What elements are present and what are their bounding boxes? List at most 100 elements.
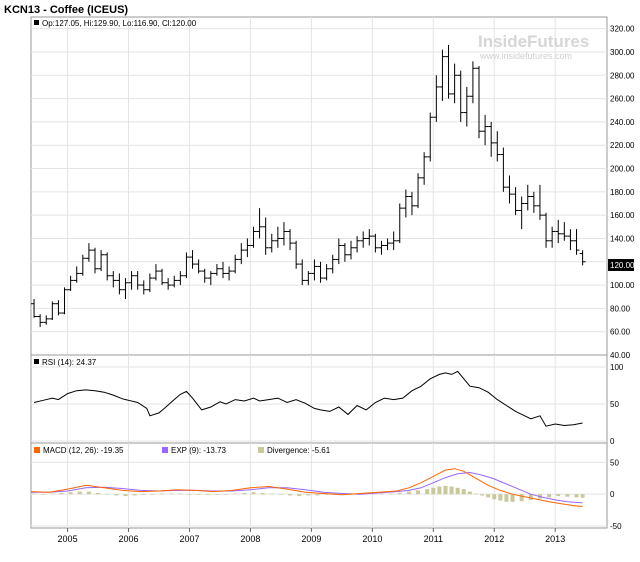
divergence-bar [416, 490, 421, 495]
divergence-bar [96, 492, 101, 495]
divergence-bar [431, 487, 436, 495]
ohlc-bar [384, 238, 391, 251]
ohlc-bar [122, 278, 129, 300]
price-y-tick-label: 320.00 [610, 25, 635, 34]
ohlc-bar [348, 240, 354, 260]
ohlc-bar [280, 222, 287, 246]
price-y-tick-label: 40.00 [610, 351, 631, 360]
ohlc-bar [98, 250, 105, 272]
macd-y-tick-label: -50 [610, 522, 622, 531]
price-y-tick-label: 180.00 [610, 188, 635, 197]
ohlc-bar [92, 247, 98, 274]
ohlc-bar [262, 217, 269, 255]
ohlc-bar [213, 264, 220, 276]
divergence-bar [141, 494, 146, 495]
ohlc-bar [207, 271, 214, 286]
watermark-brand-left: Inside [478, 32, 527, 51]
ohlc-bar [494, 131, 501, 162]
divergence-bar [50, 493, 55, 495]
ohlc-bar [140, 280, 147, 295]
divergence-bar [114, 494, 119, 496]
divergence-bar [205, 494, 210, 495]
divergence-bar [242, 492, 247, 495]
ohlc-bar [244, 238, 251, 258]
ohlc-bar [238, 243, 245, 265]
ohlc-bar [317, 261, 324, 283]
price-legend-swatch [34, 20, 39, 25]
price-y-tick-label: 160.00 [610, 211, 635, 220]
ohlc-bar [104, 252, 111, 281]
ohlc-bar [439, 49, 446, 101]
ohlc-bar [152, 264, 159, 281]
price-panel [30, 16, 608, 356]
divergence-bar [32, 493, 37, 495]
divergence-bar [480, 494, 485, 496]
price-gridlines [31, 17, 607, 356]
divergence-legend-text: Divergence: -5.61 [267, 446, 331, 455]
macd-panel [30, 442, 608, 529]
ohlc-bar [543, 212, 550, 248]
ohlc-bar [287, 229, 294, 251]
ohlc-bar [195, 259, 202, 274]
macd-y-tick-label: 50 [610, 458, 619, 467]
ohlc-bar [579, 250, 586, 266]
rsi-gridlines [31, 355, 607, 443]
x-tick-label: 2011 [424, 534, 443, 544]
ohlc-bar [250, 226, 257, 248]
ohlc-bar [415, 173, 422, 209]
ohlc-bar [408, 191, 415, 216]
divergence-bar [77, 491, 82, 495]
watermark-url: www.insidefutures.com [479, 51, 572, 61]
ohlc-bar [49, 301, 56, 321]
x-axis: 2005 2006 2007 2008 2009 2010 2011 2012 2013 [58, 528, 565, 544]
ohlc-bar [433, 75, 440, 122]
divergence-bar [150, 494, 155, 495]
ohlc-bar [305, 271, 312, 286]
divergence-bar [196, 494, 201, 495]
ohlc-bar [79, 254, 86, 276]
x-tick-label: 2010 [362, 534, 382, 544]
rsi-y-tick-label: 100 [610, 363, 624, 372]
ohlc-bar [73, 266, 80, 283]
ohlc-bar [427, 112, 434, 162]
ohlc-bar [573, 229, 580, 255]
x-tick-label: 2008 [240, 534, 260, 544]
ohlc-bar [274, 226, 281, 248]
ohlc-bar [488, 121, 495, 157]
price-y-axis: 40.00 60.00 80.00 100.00 120.00 140.00 160.00 1… [610, 25, 635, 360]
divergence-bar [528, 494, 533, 500]
divergence-legend-swatch [258, 447, 264, 453]
divergence-bar [178, 493, 183, 495]
ohlc-bar [561, 222, 568, 241]
ohlc-bar [567, 229, 574, 251]
rsi-y-tick-label: 0 [610, 437, 615, 446]
macd-y-axis: -50 0 50 [610, 458, 622, 531]
price-y-tick-label: 300.00 [610, 48, 635, 57]
price-y-tick-label: 240.00 [610, 118, 635, 127]
ohlc-bar [293, 240, 300, 269]
price-legend-text: Op:127.05, Hi:129.90, Lo:116.90, Cl:120.… [42, 19, 197, 28]
ohlc-bar [506, 175, 513, 204]
ohlc-bar [524, 184, 531, 211]
divergence-bar [105, 494, 110, 495]
ohlc-bar [512, 187, 519, 216]
divergence-bar [397, 492, 402, 495]
ohlc-bar [354, 236, 361, 253]
ohlc-bar [390, 231, 397, 251]
ohlc-bar [232, 254, 239, 274]
divergence-bar [315, 494, 320, 496]
ohlc-bar [421, 152, 428, 185]
divergence-bar [461, 489, 466, 495]
ohlc-bar [323, 264, 330, 281]
exp-legend-text: EXP (9): -13.73 [171, 446, 227, 455]
divergence-bar [425, 489, 430, 495]
ohlc-bar [372, 233, 379, 253]
divergence-bar [473, 493, 478, 495]
price-y-tick-label: 200.00 [610, 165, 635, 174]
divergence-bar [406, 491, 411, 495]
ohlc-bar [226, 266, 233, 281]
rsi-legend-swatch [34, 359, 39, 364]
divergence-bar [467, 491, 472, 495]
ohlc-bar [500, 147, 507, 192]
